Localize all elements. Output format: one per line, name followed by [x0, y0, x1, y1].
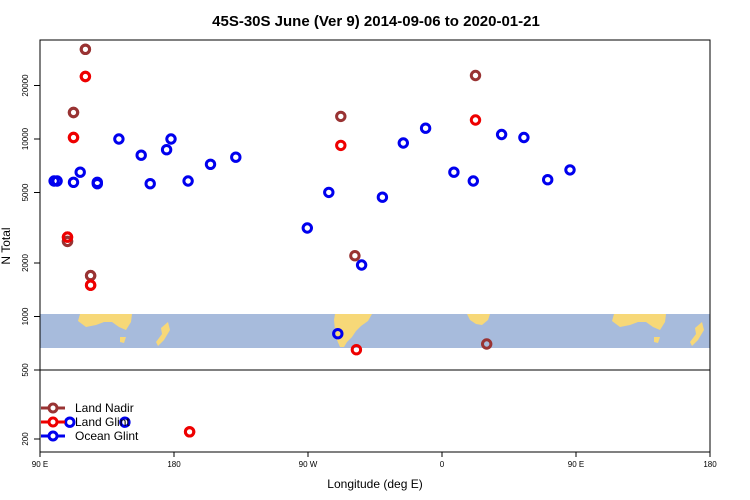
point-ocean-glint-28: [165, 133, 177, 145]
y-tick-labels: 1000 2000 5000 10000 20000 200 500: [21, 74, 30, 446]
point-land-nadir-9: [67, 106, 80, 119]
legend-marker-ocean-glint: [47, 430, 59, 442]
y-tick-label-200: 200: [21, 432, 30, 446]
point-ocean-glint-6: [182, 175, 194, 187]
map-land-australia-1: [78, 314, 132, 330]
point-ocean-glint-1: [67, 176, 80, 189]
point-land-nadir-10: [79, 43, 92, 55]
data-points: [48, 43, 576, 438]
inset-world-map: [40, 314, 710, 348]
legend-label-land-nadir: Land Nadir: [75, 401, 134, 415]
point-ocean-glint-27: [144, 178, 156, 190]
point-ocean-glint-11: [332, 328, 344, 340]
point-ocean-glint-8: [230, 151, 242, 163]
y-tick-label-500: 500: [21, 363, 30, 377]
x-tick-label-1: 180: [167, 460, 181, 469]
y-tick-label-2000: 2000: [21, 254, 30, 272]
x-tick-label-3: 0: [440, 460, 445, 469]
point-land-nadir-4: [335, 110, 347, 123]
legend-label-land-glint: Land Glint: [75, 415, 130, 429]
y-axis-label: N Total: [0, 227, 13, 264]
point-land-glint-12: [183, 426, 196, 438]
axes: [34, 39, 711, 457]
point-land-glint-5: [350, 344, 363, 356]
map-land-southamerica: [334, 314, 372, 347]
x-axis-label: Longitude (deg E): [327, 477, 422, 491]
legend-marker-land-nadir: [47, 402, 59, 414]
map-land-tasmania-1: [120, 337, 126, 343]
y-tick-label-1000: 1000: [21, 307, 30, 325]
point-ocean-glint-9: [301, 222, 313, 234]
point-land-glint-11: [84, 279, 97, 291]
map-land-tasmania-2: [654, 337, 660, 343]
point-ocean-glint-22: [51, 175, 63, 187]
point-ocean-glint-12: [355, 259, 368, 271]
point-land-nadir-7: [481, 338, 493, 350]
point-ocean-glint-13: [376, 191, 389, 203]
point-ocean-glint-25: [91, 176, 104, 189]
y-tick-label-20000: 20000: [21, 74, 30, 97]
legend-label-ocean-glint: Ocean Glint: [75, 429, 139, 443]
point-land-glint-10: [79, 70, 92, 83]
point-land-nadir-6: [469, 69, 482, 82]
point-ocean-glint-20: [542, 174, 554, 186]
map-land-newzealand-1: [156, 322, 170, 346]
y-tick-label-5000: 5000: [21, 183, 30, 201]
point-land-glint-6: [469, 114, 482, 126]
lower-plot-frame: [39, 369, 711, 453]
map-land-australia-2: [612, 314, 666, 330]
point-ocean-glint-3: [113, 133, 125, 145]
map-land-africa: [467, 314, 490, 325]
point-land-nadir-8: [61, 235, 74, 248]
point-ocean-glint-19: [518, 131, 530, 144]
map-land-newzealand-2: [690, 322, 704, 346]
point-ocean-glint-10: [323, 186, 335, 199]
legend-marker-land-glint: [47, 416, 59, 428]
x-tick-label-0: 90 E: [32, 460, 48, 469]
chart-title: 45S-30S June (Ver 9) 2014-09-06 to 2020-…: [212, 13, 540, 30]
point-ocean-glint-15: [419, 122, 432, 134]
x-tick-label-4: 90 E: [568, 460, 584, 469]
point-ocean-glint-17: [467, 175, 479, 187]
point-ocean-glint-18: [495, 128, 508, 141]
point-ocean-glint-5: [160, 144, 173, 156]
point-ocean-glint-24: [74, 166, 86, 178]
point-ocean-glint-14: [397, 137, 409, 149]
point-ocean-glint-7: [204, 158, 217, 171]
point-land-nadir-5: [349, 250, 361, 262]
point-ocean-glint-26: [119, 416, 131, 428]
point-ocean-glint-21: [564, 164, 576, 176]
point-land-glint-4: [335, 139, 347, 152]
point-ocean-glint-4: [135, 149, 147, 161]
x-tick-labels: 90 E 180 90 W 0 90 E 180: [32, 460, 717, 469]
y-tick-label-10000: 10000: [21, 127, 30, 150]
map-ocean: [40, 314, 710, 348]
point-land-glint-8: [61, 231, 74, 243]
x-tick-label-2: 90 W: [299, 460, 318, 469]
point-ocean-glint-16: [448, 166, 460, 178]
point-land-glint-9: [67, 131, 80, 144]
legend: Land Nadir Land Glint Ocean Glint: [41, 401, 139, 443]
point-ocean-glint-23: [64, 416, 76, 428]
x-tick-label-5: 180: [703, 460, 717, 469]
